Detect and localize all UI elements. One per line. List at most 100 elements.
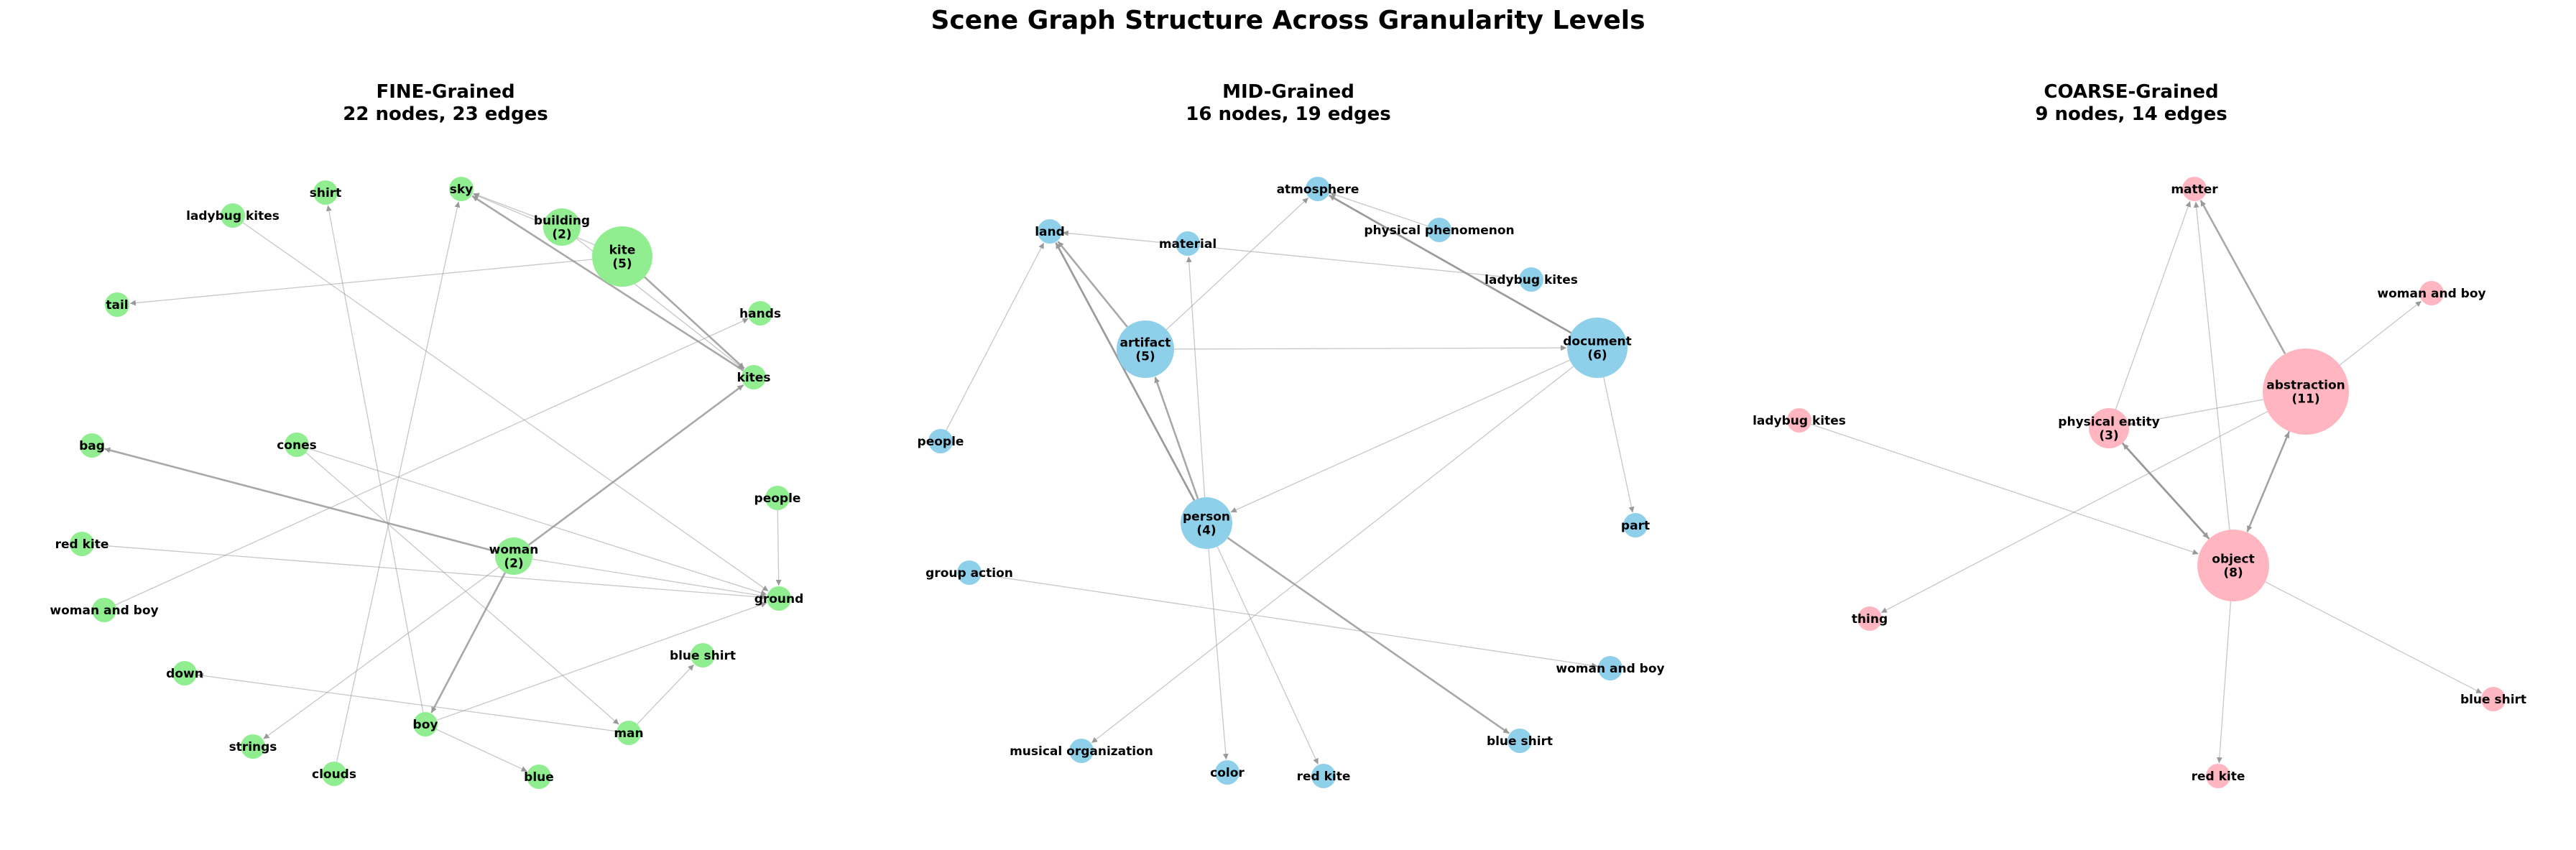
- node-label: red kite: [55, 537, 109, 552]
- node-label: kites: [737, 371, 771, 385]
- graph-edge: [436, 729, 527, 772]
- graph-node: [80, 433, 104, 458]
- node-label: matter: [2171, 183, 2218, 197]
- node-label: ladybug kites: [1753, 414, 1846, 428]
- panel-stats: 9 nodes, 14 edges: [2035, 103, 2228, 125]
- graph-edge: [115, 318, 749, 606]
- node-label: cones: [277, 438, 317, 453]
- node-label: building (2): [534, 214, 590, 242]
- graph-node: [70, 532, 94, 556]
- panel-title-coarse: COARSE-Grained 9 nodes, 14 edges: [1736, 81, 2526, 126]
- node-label: document (6): [1563, 335, 1632, 363]
- graph-node: [313, 180, 338, 205]
- graph-edge: [1055, 242, 1196, 501]
- graph-edge: [1091, 366, 1574, 744]
- graph-edge: [644, 276, 745, 369]
- graph-node: [1857, 606, 1882, 631]
- graph-edge: [532, 558, 767, 599]
- graph-node: [2263, 348, 2349, 435]
- graph-edge: [308, 448, 767, 596]
- graph-edge: [775, 509, 782, 586]
- graph-node: [241, 734, 265, 759]
- node-label: boy: [413, 718, 438, 732]
- graph-edge: [981, 573, 1598, 669]
- graph-node: [2419, 281, 2444, 305]
- graph-edge: [430, 572, 507, 713]
- node-label: ladybug kites: [1485, 273, 1578, 287]
- node-label: color: [1210, 766, 1245, 780]
- node-label: sky: [450, 183, 474, 197]
- node-label: people: [754, 491, 801, 506]
- graph-edge: [2216, 601, 2232, 764]
- graph-node: [1787, 408, 1811, 433]
- graph-panel-fine: sky shirt ladybug kites building (2) kite (5) t…: [50, 177, 803, 789]
- node-label: kite (5): [609, 244, 636, 272]
- node-label: physical phenomenon: [1364, 223, 1514, 238]
- graph-node: [105, 292, 129, 317]
- node-label: artifact (5): [1120, 336, 1171, 364]
- graph-edge: [2246, 432, 2290, 533]
- node-label: shirt: [310, 186, 342, 200]
- panel-heading: FINE-Grained: [376, 81, 515, 103]
- graph-node: [928, 429, 953, 453]
- graph-node: [1311, 764, 1336, 788]
- graph-edge: [104, 447, 497, 553]
- graph-edge: [1154, 377, 1199, 499]
- node-label: blue: [524, 770, 554, 785]
- graph-edge: [1329, 194, 1572, 334]
- graph-node: [413, 712, 438, 736]
- graph-node: [1215, 760, 1239, 785]
- node-label: bag: [79, 439, 105, 453]
- graph-edge: [1217, 546, 1319, 764]
- node-label: land: [1035, 225, 1065, 239]
- node-label: object (8): [2212, 553, 2254, 581]
- graph-node: [221, 203, 245, 228]
- graph-node: [2089, 408, 2129, 448]
- graph-edge: [637, 664, 695, 725]
- panel-heading: MID-Grained: [1222, 81, 1354, 103]
- graph-edge: [129, 259, 593, 306]
- node-label: blue shirt: [2460, 693, 2526, 707]
- node-label: woman and boy: [50, 604, 158, 618]
- node-label: down: [166, 667, 203, 681]
- graph-edge: [2129, 399, 2264, 427]
- graph-node: [1508, 729, 1532, 753]
- node-label: atmosphere: [1277, 183, 1359, 197]
- node-label: clouds: [312, 767, 356, 782]
- graph-edge: [1186, 256, 1206, 498]
- node-label: ladybug kites: [186, 209, 280, 223]
- graph-edge: [1810, 423, 2199, 555]
- node-label: abstraction (11): [2266, 379, 2345, 407]
- graph-edge: [336, 201, 461, 762]
- graph-node: [617, 721, 641, 745]
- graph-node: [285, 433, 309, 457]
- graph-edge: [242, 222, 769, 592]
- graph-edge: [1165, 197, 1309, 331]
- graph-node: [172, 661, 197, 685]
- graph-node: [592, 226, 652, 287]
- node-label: tail: [106, 298, 128, 313]
- graph-node: [1519, 267, 1543, 292]
- graph-edge: [1062, 230, 1520, 279]
- graph-edge: [1230, 359, 1570, 513]
- graph-edge: [2121, 442, 2210, 540]
- node-label: person (4): [1183, 510, 1230, 538]
- graph-node: [92, 598, 116, 622]
- graph-edge: [305, 452, 619, 725]
- graph-node: [527, 764, 551, 789]
- graph-edge: [1208, 548, 1229, 760]
- graph-node: [449, 177, 474, 201]
- graph-edge: [93, 544, 767, 600]
- node-label: people: [918, 435, 964, 449]
- node-label: blue shirt: [670, 649, 736, 663]
- graph-edge: [528, 384, 744, 546]
- graph-edge: [263, 566, 499, 739]
- graph-edge: [436, 601, 767, 721]
- node-label: man: [614, 726, 643, 741]
- graph-node: [767, 586, 791, 611]
- graph-node: [322, 762, 346, 786]
- graph-node: [748, 301, 772, 325]
- graph-node: [2197, 530, 2269, 601]
- node-label: hands: [739, 307, 781, 321]
